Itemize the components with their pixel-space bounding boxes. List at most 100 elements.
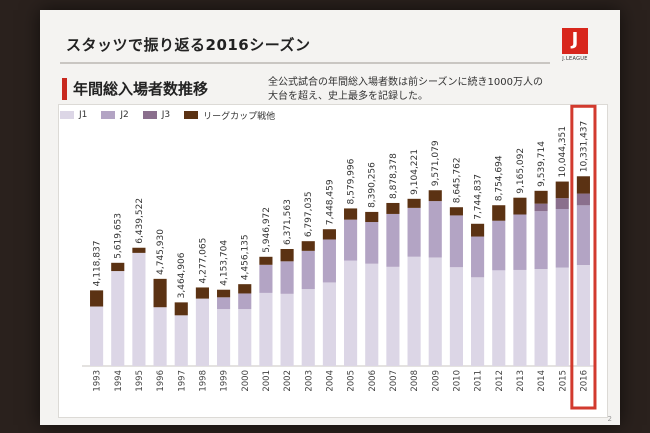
- bar-segment-J1-1998: [195, 298, 209, 366]
- year-label-2001: 2001: [262, 370, 272, 392]
- bar-segment-J1-2009: [428, 257, 442, 366]
- total-label-2012: 8,754,694: [495, 155, 505, 201]
- year-label-1996: 1996: [156, 370, 166, 392]
- total-label-2011: 7,744,837: [474, 174, 484, 220]
- bar-segment-J2-2002: [280, 261, 294, 294]
- bar-segment-リーグカップ戦他-2006: [365, 211, 379, 223]
- total-label-2007: 8,878,378: [389, 153, 399, 199]
- year-label-2007: 2007: [389, 370, 399, 392]
- year-label-2000: 2000: [241, 370, 251, 392]
- bar-segment-J2-2009: [428, 201, 442, 258]
- highlight-box-2016: [570, 104, 597, 410]
- bar-segment-リーグカップ戦他-2012: [492, 205, 506, 221]
- attendance-chart: 4,118,837 1993 5,619,653 1994 6,439,522 1995 4…: [82, 104, 597, 410]
- bar-segment-リーグカップ戦他-1998: [195, 287, 209, 299]
- year-label-2014: 2014: [537, 370, 547, 392]
- bar-segment-J1-1997: [174, 315, 188, 366]
- year-label-2016: 2016: [579, 370, 589, 392]
- year-label-2013: 2013: [516, 370, 526, 392]
- bar-segment-リーグカップ戦他-2005: [344, 208, 358, 220]
- legend-swatch-cup: [184, 111, 199, 119]
- bar-segment-J1-2002: [280, 293, 294, 366]
- bar-segment-J1-2014: [534, 269, 548, 366]
- bar-segment-J1-2000: [238, 309, 252, 366]
- bar-segment-J1-2006: [365, 263, 379, 366]
- year-label-2010: 2010: [452, 370, 462, 392]
- year-label-1995: 1995: [135, 370, 145, 392]
- bar-segment-J1-1993: [90, 306, 104, 366]
- bar-segment-リーグカップ戦他-2002: [280, 248, 294, 262]
- bar-segment-J2-2006: [365, 222, 379, 264]
- bar-segment-J2-2012: [492, 220, 506, 271]
- slide-header: スタッツで振り返る2016シーズン: [60, 30, 550, 64]
- total-label-1996: 4,745,930: [156, 229, 166, 275]
- bar-segment-リーグカップ戦他-2013: [513, 197, 527, 215]
- section-title: 年間総入場者数推移: [73, 80, 209, 98]
- bar-segment-リーグカップ戦他-2015: [555, 181, 569, 199]
- year-label-2009: 2009: [431, 370, 441, 392]
- bar-segment-J2-2008: [407, 207, 421, 257]
- bar-segment-J2-2014: [534, 211, 548, 270]
- total-label-2003: 6,797,035: [304, 191, 314, 237]
- bar-segment-J2-2001: [259, 264, 273, 293]
- total-label-2010: 8,645,762: [452, 157, 462, 203]
- total-label-2009: 9,571,079: [431, 140, 441, 186]
- legend-item-j3: J3: [142, 110, 171, 120]
- logo-text: J.LEAGUE: [562, 56, 588, 62]
- total-label-1993: 4,118,837: [93, 241, 103, 287]
- bar-segment-J1-2012: [492, 270, 506, 366]
- bar-segment-J2-2005: [344, 219, 358, 261]
- legend-swatch-j1: [60, 111, 74, 119]
- year-label-2004: 2004: [325, 370, 335, 392]
- year-label-2008: 2008: [410, 370, 420, 392]
- bar-segment-J1-1996: [153, 307, 167, 366]
- bar-segment-J1-2011: [471, 277, 485, 366]
- slide: スタッツで振り返る2016シーズン J.LEAGUE 年間総入場者数推移 全公式…: [40, 10, 620, 425]
- total-label-2004: 7,448,459: [325, 179, 335, 225]
- bar-segment-リーグカップ戦他-1994: [111, 262, 125, 272]
- bar-segment-リーグカップ戦他-2000: [238, 284, 252, 294]
- total-label-1999: 4,153,704: [220, 240, 230, 286]
- chart-note-line-1: 全公式試合の年間総入場者数は前シーズンに続き1000万人の: [268, 77, 543, 88]
- jleague-logo-icon: [562, 28, 588, 54]
- bar-segment-リーグカップ戦他-2010: [449, 207, 463, 216]
- legend-swatch-j3: [142, 111, 157, 119]
- total-label-1998: 4,277,065: [198, 238, 208, 284]
- legend-item-cup: リーグカップ戦他: [184, 109, 275, 122]
- total-label-1995: 6,439,522: [135, 198, 145, 244]
- bar-segment-J1-2015: [555, 267, 569, 366]
- legend-swatch-j2: [101, 111, 116, 119]
- bar-segment-J2-2007: [386, 213, 400, 267]
- total-label-2016: 10,331,437: [579, 121, 589, 173]
- year-label-1993: 1993: [93, 370, 103, 392]
- total-label-2008: 9,104,221: [410, 149, 420, 195]
- total-label-2005: 8,579,996: [347, 158, 357, 204]
- bar-segment-リーグカップ戦他-2014: [534, 190, 548, 204]
- legend-label-j3: J3: [161, 110, 171, 120]
- bar-segment-J2-2004: [322, 239, 336, 283]
- bar-segment-J3-2015: [555, 198, 569, 209]
- bar-segment-リーグカップ戦他-1996: [153, 278, 167, 308]
- bar-segment-J2-2016: [576, 205, 590, 265]
- total-label-2006: 8,390,256: [368, 162, 378, 208]
- bar-segment-リーグカップ戦他-2001: [259, 256, 273, 265]
- bar-segment-J1-2005: [344, 260, 358, 366]
- total-label-2015: 10,044,351: [558, 126, 568, 178]
- total-label-2000: 4,456,135: [241, 234, 251, 280]
- bar-segment-リーグカップ戦他-2016: [576, 176, 590, 194]
- bar-segment-J1-2016: [576, 265, 590, 366]
- bar-segment-J1-2001: [259, 292, 273, 366]
- year-label-1998: 1998: [198, 370, 208, 392]
- legend-item-j1: J1: [60, 110, 87, 120]
- chart-note: 全公式試合の年間総入場者数は前シーズンに続き1000万人の 大台を超え、史上最多…: [268, 76, 598, 104]
- bar-segment-リーグカップ戦他-1993: [90, 290, 104, 307]
- legend-label-cup: リーグカップ戦他: [203, 111, 276, 122]
- bar-segment-リーグカップ戦他-2007: [386, 202, 400, 214]
- bar-segment-リーグカップ戦他-2008: [407, 198, 421, 208]
- total-label-2001: 5,946,972: [262, 207, 272, 253]
- bar-segment-J3-2016: [576, 193, 590, 206]
- bar-segment-J2-2010: [449, 215, 463, 268]
- bar-segment-J2-2013: [513, 214, 527, 270]
- bar-segment-リーグカップ戦他-1995: [132, 247, 146, 253]
- year-label-1997: 1997: [177, 370, 187, 392]
